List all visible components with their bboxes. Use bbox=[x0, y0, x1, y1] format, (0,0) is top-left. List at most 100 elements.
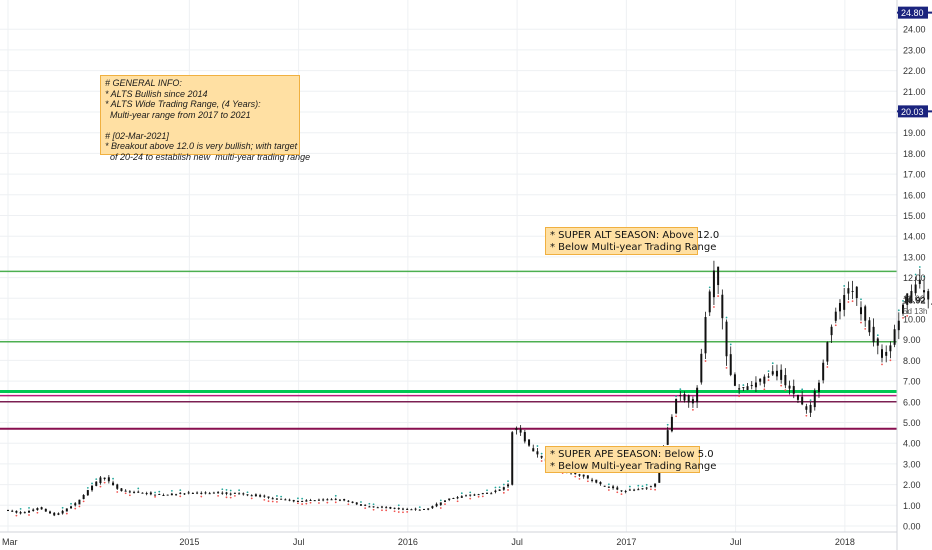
pivot-high-marker bbox=[179, 489, 182, 492]
candle-body bbox=[376, 507, 379, 509]
candle-body bbox=[317, 499, 320, 501]
alt-season-callout[interactable]: * SUPER ALT SEASON: Above 12.0 * Below M… bbox=[545, 227, 719, 255]
candle-body bbox=[292, 499, 295, 502]
candle-body bbox=[628, 489, 631, 491]
candle-body bbox=[843, 295, 846, 310]
pivot-high-marker bbox=[641, 485, 644, 488]
candle-body bbox=[57, 513, 60, 515]
candle-body bbox=[326, 499, 329, 501]
y-tick-label: 8.00 bbox=[903, 356, 921, 366]
candle-body bbox=[187, 492, 190, 494]
candle-body bbox=[502, 487, 505, 490]
general-info-line: * Breakout above 12.0 is very bullish; w… bbox=[105, 141, 298, 151]
y-tick-label: 13.00 bbox=[903, 252, 926, 262]
candle-body bbox=[607, 486, 610, 488]
candle-body bbox=[116, 484, 119, 489]
candle-body bbox=[738, 388, 741, 390]
pivot-low-marker bbox=[347, 503, 350, 506]
pivot-low-marker bbox=[364, 507, 367, 510]
pivot-low-marker bbox=[381, 509, 383, 512]
ape-season-callout[interactable]: * SUPER APE SEASON: Below 5.0 * Below Mu… bbox=[545, 446, 716, 473]
candle-body bbox=[893, 329, 896, 345]
pivot-low-marker bbox=[28, 514, 30, 516]
candle-body bbox=[809, 404, 812, 413]
candle-body bbox=[124, 490, 127, 492]
candle-body bbox=[528, 439, 531, 446]
pivot-low-marker bbox=[881, 363, 883, 366]
general-info-note[interactable]: # GENERAL INFO: * ALTS Bullish since 201… bbox=[100, 75, 310, 162]
pivot-low-marker bbox=[397, 511, 400, 513]
pivot-high-marker bbox=[876, 334, 879, 337]
candle-body bbox=[137, 491, 140, 493]
candle-body bbox=[204, 492, 207, 494]
general-info-line: # [02-Mar-2021] bbox=[105, 130, 169, 141]
candle-body bbox=[456, 497, 459, 499]
pivot-high-marker bbox=[372, 503, 375, 506]
pivot-low-marker bbox=[393, 510, 396, 513]
pivot-high-marker bbox=[276, 495, 278, 497]
candle-body bbox=[254, 494, 257, 497]
candle-body bbox=[275, 498, 278, 500]
x-tick-label: Jul bbox=[730, 537, 742, 547]
y-tick-label: 19.00 bbox=[903, 128, 926, 138]
candle-body bbox=[212, 492, 215, 494]
pivot-low-marker bbox=[738, 395, 741, 398]
pivot-low-marker bbox=[851, 300, 854, 303]
candle-body bbox=[864, 306, 867, 321]
y-tick-label: 11.00 bbox=[903, 294, 925, 304]
candle-body bbox=[712, 270, 715, 298]
candle-body bbox=[881, 349, 883, 358]
candle-body bbox=[742, 387, 745, 389]
pivot-low-marker bbox=[620, 493, 623, 496]
x-tick-label: Jul bbox=[293, 537, 305, 547]
pivot-low-marker bbox=[406, 511, 409, 513]
candle-body bbox=[616, 487, 619, 490]
price-axis[interactable]: 0.00 1.00 2.00 3.00 4.00 5.00 6.00 7.00 8.00 9.00… bbox=[903, 25, 926, 532]
candle-body bbox=[885, 351, 888, 356]
candle-body bbox=[40, 507, 43, 510]
candle-body bbox=[444, 500, 446, 502]
candle-body bbox=[733, 374, 736, 386]
pivot-low-marker bbox=[267, 500, 270, 503]
candle-body bbox=[309, 499, 312, 501]
candle-body bbox=[717, 266, 720, 286]
y-tick-label: 21.00 bbox=[903, 87, 926, 97]
candle-body bbox=[519, 429, 522, 433]
candle-body bbox=[422, 508, 425, 510]
candle-body bbox=[28, 510, 31, 513]
pivot-low-marker bbox=[318, 502, 320, 504]
candle-body bbox=[599, 482, 602, 485]
candle-body bbox=[393, 507, 396, 509]
candle-body bbox=[813, 390, 816, 408]
pivot-high-marker bbox=[368, 502, 371, 505]
pivot-low-marker bbox=[481, 495, 484, 498]
candle-body bbox=[141, 492, 144, 494]
candle-body bbox=[389, 506, 392, 509]
candle-body bbox=[414, 508, 417, 510]
candle-body bbox=[158, 493, 161, 495]
candle-body bbox=[23, 512, 26, 514]
pivot-high-marker bbox=[725, 316, 728, 319]
candle-body bbox=[725, 321, 728, 357]
candle-body bbox=[74, 503, 77, 506]
pivot-high-marker bbox=[708, 286, 711, 289]
candle-body bbox=[721, 294, 724, 319]
pivot-low-marker bbox=[889, 359, 892, 362]
pivot-low-marker bbox=[540, 460, 543, 462]
candle-body bbox=[175, 494, 178, 496]
candle-body bbox=[855, 286, 858, 299]
pivot-low-marker bbox=[65, 512, 68, 515]
candle-body bbox=[259, 495, 262, 497]
time-axis[interactable]: Mar 2015 Jul 2016 Jul 2017 Jul 2018 bbox=[2, 537, 855, 547]
pivot-high-marker bbox=[225, 489, 228, 491]
pivot-high-marker bbox=[297, 497, 299, 500]
candle-body bbox=[775, 370, 778, 377]
pivot-high-marker bbox=[645, 483, 648, 486]
candle-body bbox=[645, 487, 648, 489]
x-tick-label: 2016 bbox=[398, 537, 418, 547]
pivot-low-marker bbox=[477, 495, 480, 498]
candle-body bbox=[914, 284, 917, 294]
candle-body bbox=[65, 508, 68, 512]
pivot-low-marker bbox=[74, 507, 77, 510]
